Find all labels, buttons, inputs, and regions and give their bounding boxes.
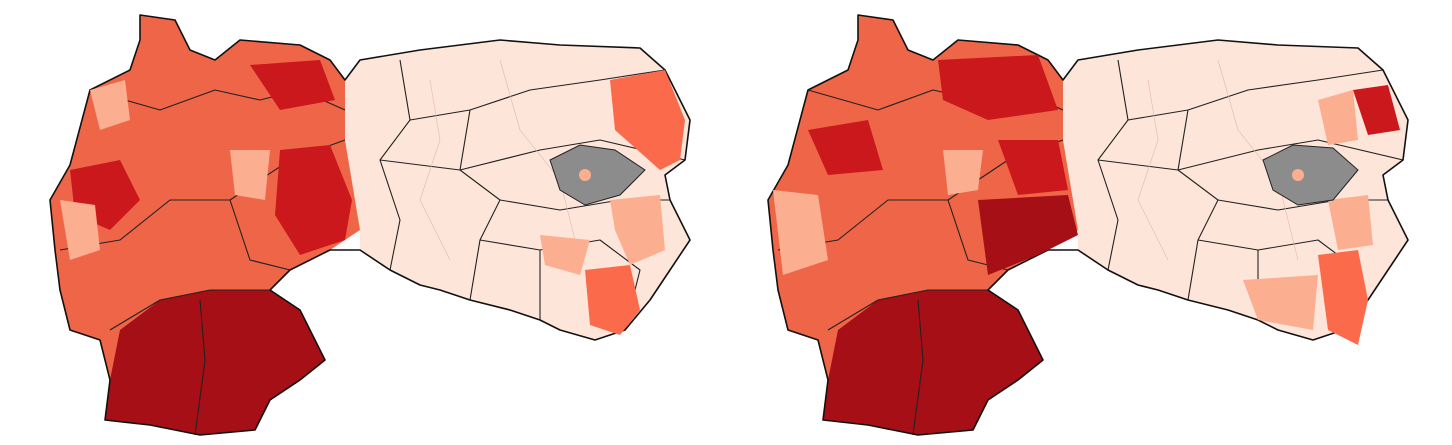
region-light	[90, 80, 130, 130]
region-orange	[610, 70, 685, 170]
region-light	[1318, 90, 1358, 145]
base-map	[767, 14, 1409, 436]
region-gray	[549, 144, 646, 206]
region-light	[773, 190, 828, 275]
region-dark	[250, 60, 335, 110]
region-dark	[275, 145, 352, 255]
region-dark	[938, 55, 1058, 120]
base-map	[49, 14, 691, 436]
region-light	[610, 195, 665, 265]
region-light	[60, 200, 100, 260]
region-gray	[1262, 144, 1359, 206]
region-light	[540, 235, 590, 275]
region-light	[943, 150, 983, 195]
region-orange	[1318, 250, 1368, 345]
region-orange	[585, 265, 640, 335]
region-light	[230, 150, 270, 200]
region-dark	[998, 140, 1068, 195]
map-left	[49, 14, 691, 436]
region-light	[1243, 275, 1318, 330]
region-dark	[808, 120, 883, 175]
map-right	[767, 14, 1409, 436]
region-red	[1353, 85, 1400, 135]
region-light	[1292, 169, 1304, 181]
region-dark	[978, 195, 1078, 275]
region-light	[579, 169, 591, 181]
region-light	[1328, 195, 1373, 250]
